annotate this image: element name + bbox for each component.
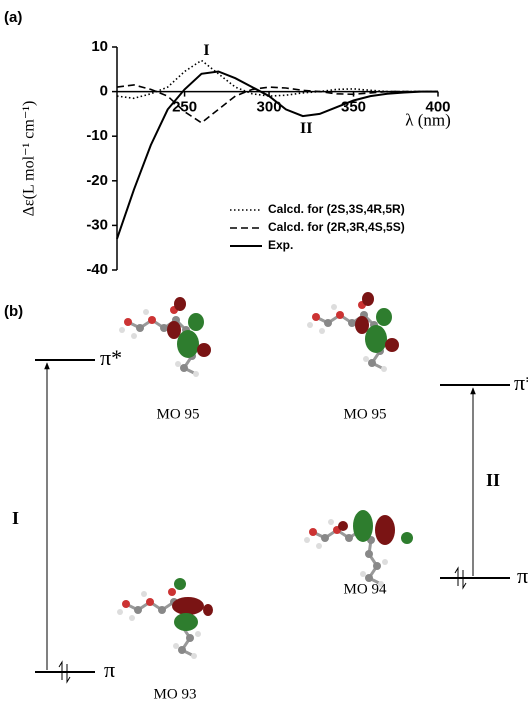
- figure: (a) 100-10-20-30-40250300350400λ (nm)Δε(…: [0, 0, 528, 706]
- y-tick-label: -20: [86, 172, 108, 189]
- x-tick-label: 300: [257, 99, 282, 116]
- panel-label: (b): [4, 303, 23, 320]
- orbital-diagram-left: π* π I MO 95 MO 93: [12, 297, 213, 702]
- y-tick-label: -40: [86, 261, 108, 278]
- annotation: II: [300, 120, 312, 137]
- level-label: π*: [100, 345, 122, 370]
- level-label: π: [104, 657, 115, 682]
- legend-label: Exp.: [268, 238, 293, 252]
- y-tick-label: -10: [86, 127, 108, 144]
- legend-label: Calcd. for (2S,3S,4R,5R): [268, 202, 405, 216]
- level-label: π*: [514, 370, 528, 395]
- orbital-label: MO 95: [344, 406, 387, 422]
- legend-label: Calcd. for (2R,3R,4S,5S): [268, 220, 405, 234]
- transition-label: I: [12, 508, 19, 528]
- y-tick-label: 0: [100, 83, 108, 100]
- annotation: I: [203, 42, 209, 59]
- transition-label: II: [486, 470, 500, 490]
- panel-label: (a): [4, 9, 22, 26]
- y-axis-label: Δε(L mol⁻¹ cm⁻¹): [21, 101, 38, 217]
- y-tick-label: -30: [86, 216, 108, 233]
- orbital-diagram-right: π* π II MO 95 MO 94: [304, 292, 528, 597]
- orbital-label: MO 95: [157, 406, 200, 422]
- orbital-image: [117, 578, 213, 659]
- orbital-image: [307, 292, 399, 372]
- x-axis-label: λ (nm): [405, 111, 451, 130]
- orbital-label: MO 94: [344, 581, 387, 597]
- orbital-label: MO 93: [154, 686, 197, 702]
- y-tick-label: 10: [91, 38, 108, 55]
- orbital-image: [304, 510, 413, 587]
- orbital-image: [119, 297, 211, 377]
- level-label: π: [517, 563, 528, 588]
